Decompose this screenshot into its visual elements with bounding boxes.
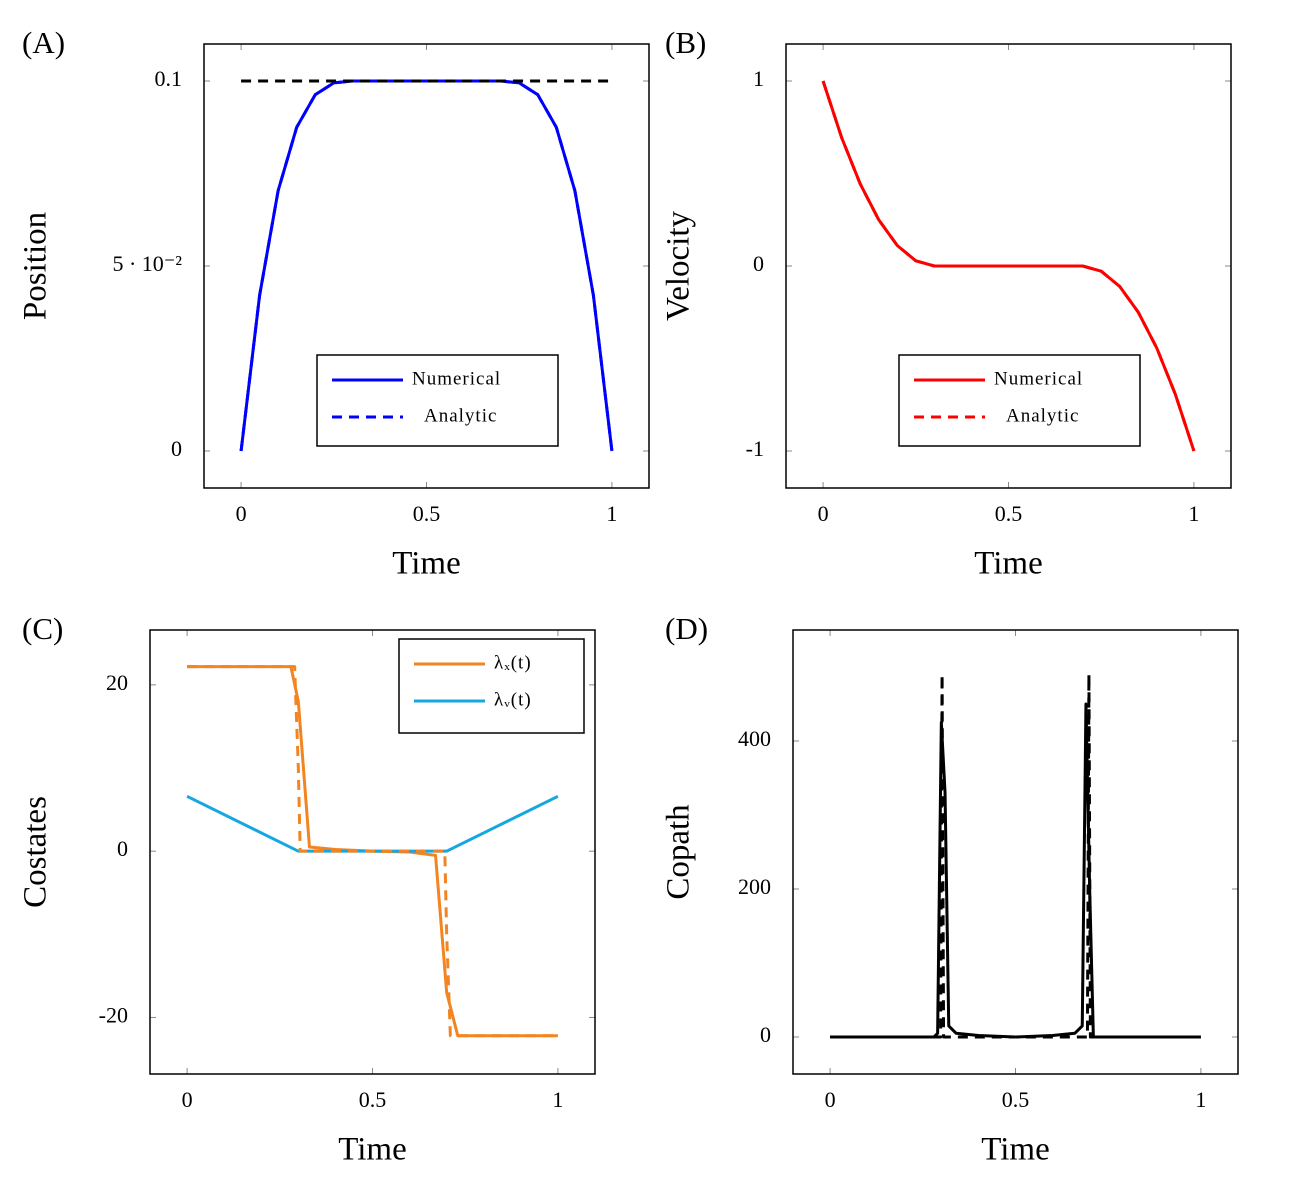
y-tick-label: 0	[117, 836, 128, 861]
y-tick-label: 20	[106, 670, 128, 695]
y-tick-label: 0	[760, 1022, 771, 1047]
y-axis-label: Copath	[661, 804, 697, 900]
y-tick-label: 0	[753, 251, 764, 276]
legend-label: Analytic	[424, 405, 497, 426]
plot-frame	[149, 629, 596, 1075]
y-tick-label: 5 · 10⁻²	[112, 251, 182, 276]
y-tick-label: 0	[171, 436, 182, 461]
panel-label: (B)	[665, 25, 706, 60]
legend-label: Analytic	[1006, 405, 1079, 426]
legend-box	[898, 354, 1141, 447]
y-tick-label: 200	[738, 874, 771, 899]
legend-label: λᵥ(t)	[494, 689, 532, 710]
y-tick-label: 1	[753, 66, 764, 91]
line-series	[186, 794, 559, 853]
x-axis-label: Time	[338, 1132, 406, 1168]
plot-frame	[785, 43, 1232, 489]
x-tick-label: 1	[606, 501, 617, 526]
legend-box	[316, 354, 559, 447]
y-axis-label: Position	[18, 212, 54, 320]
x-tick-label: 0	[236, 501, 247, 526]
x-tick-label: 1	[1188, 501, 1199, 526]
line-series	[239, 79, 614, 452]
x-axis-label: Time	[392, 546, 460, 582]
plot-frame	[792, 629, 1239, 1075]
x-axis-label: Time	[981, 1132, 1049, 1168]
x-tick-label: 0.5	[359, 1087, 387, 1112]
legend: Numerical Analytic	[316, 354, 559, 447]
x-tick-label: 1	[552, 1087, 563, 1112]
panel-label: (D)	[665, 611, 708, 646]
panel-label: (A)	[22, 25, 65, 60]
legend: Numerical Analytic	[898, 354, 1141, 447]
x-tick-label: 0	[825, 1087, 836, 1112]
y-axis-label: Costates	[18, 796, 54, 908]
line-series	[821, 80, 1196, 452]
legend-label: λₓ(t)	[494, 652, 532, 673]
x-tick-label: 0.5	[995, 501, 1023, 526]
legend: λₓ(t) λᵥ(t)	[398, 638, 585, 734]
y-tick-label: -1	[746, 436, 764, 461]
x-tick-label: 0	[182, 1087, 193, 1112]
x-tick-label: 0.5	[413, 501, 441, 526]
legend-label: Numerical	[994, 368, 1083, 389]
legend-label: Numerical	[412, 368, 501, 389]
x-tick-label: 0.5	[1002, 1087, 1030, 1112]
y-tick-label: 0.1	[155, 66, 183, 91]
x-tick-label: 0	[818, 501, 829, 526]
line-series	[830, 702, 1201, 1039]
line-series	[830, 672, 1201, 1039]
panel-label: (C)	[22, 611, 63, 646]
y-axis-label: Velocity	[661, 211, 697, 321]
line-series	[187, 665, 558, 1038]
x-axis-label: Time	[974, 546, 1042, 582]
plot-frame	[203, 43, 650, 489]
legend-box	[398, 638, 585, 734]
y-tick-label: 400	[738, 726, 771, 751]
y-tick-label: -20	[99, 1003, 128, 1028]
x-tick-label: 1	[1195, 1087, 1206, 1112]
